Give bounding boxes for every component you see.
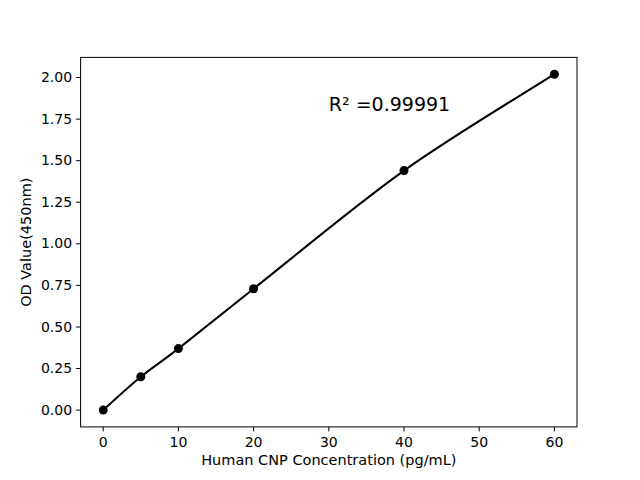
y-tick-label: 1.25 bbox=[41, 194, 72, 210]
y-tick-label: 1.00 bbox=[41, 235, 72, 251]
y-tick-label: 1.50 bbox=[41, 152, 72, 168]
y-tick-label: 0.00 bbox=[41, 402, 72, 418]
standard-curve-figure: 0 10 20 30 40 50 60 0.00 0.25 0.50 0.75 1.00 1.25 1.5… bbox=[0, 0, 640, 480]
y-tick-label: 0.75 bbox=[41, 277, 72, 293]
y-tick-label: 1.75 bbox=[41, 111, 72, 127]
standard-curve-chart: 0 10 20 30 40 50 60 0.00 0.25 0.50 0.75 1.00 1.25 1.5… bbox=[0, 0, 640, 480]
x-axis-label: Human CNP Concentration (pg/mL) bbox=[201, 452, 456, 468]
data-point-marker bbox=[99, 406, 108, 415]
data-point-marker bbox=[249, 284, 258, 293]
x-tick-label: 20 bbox=[245, 434, 263, 450]
y-tick-label: 2.00 bbox=[41, 69, 72, 85]
x-tick-label: 50 bbox=[470, 434, 488, 450]
x-tick-label: 10 bbox=[169, 434, 187, 450]
y-tick-label: 0.50 bbox=[41, 319, 72, 335]
r-squared-annotation: R² =0.99991 bbox=[329, 93, 450, 115]
x-tick-label: 40 bbox=[395, 434, 413, 450]
data-point-marker bbox=[550, 70, 559, 79]
y-axis-label: OD Value(450nm) bbox=[18, 178, 34, 307]
x-tick-label: 60 bbox=[545, 434, 563, 450]
x-tick-label: 0 bbox=[99, 434, 108, 450]
data-point-marker bbox=[136, 372, 145, 381]
data-point-marker bbox=[174, 344, 183, 353]
x-tick-label: 30 bbox=[320, 434, 338, 450]
data-point-marker bbox=[400, 166, 409, 175]
y-tick-label: 0.25 bbox=[41, 360, 72, 376]
figure-background bbox=[0, 0, 640, 480]
